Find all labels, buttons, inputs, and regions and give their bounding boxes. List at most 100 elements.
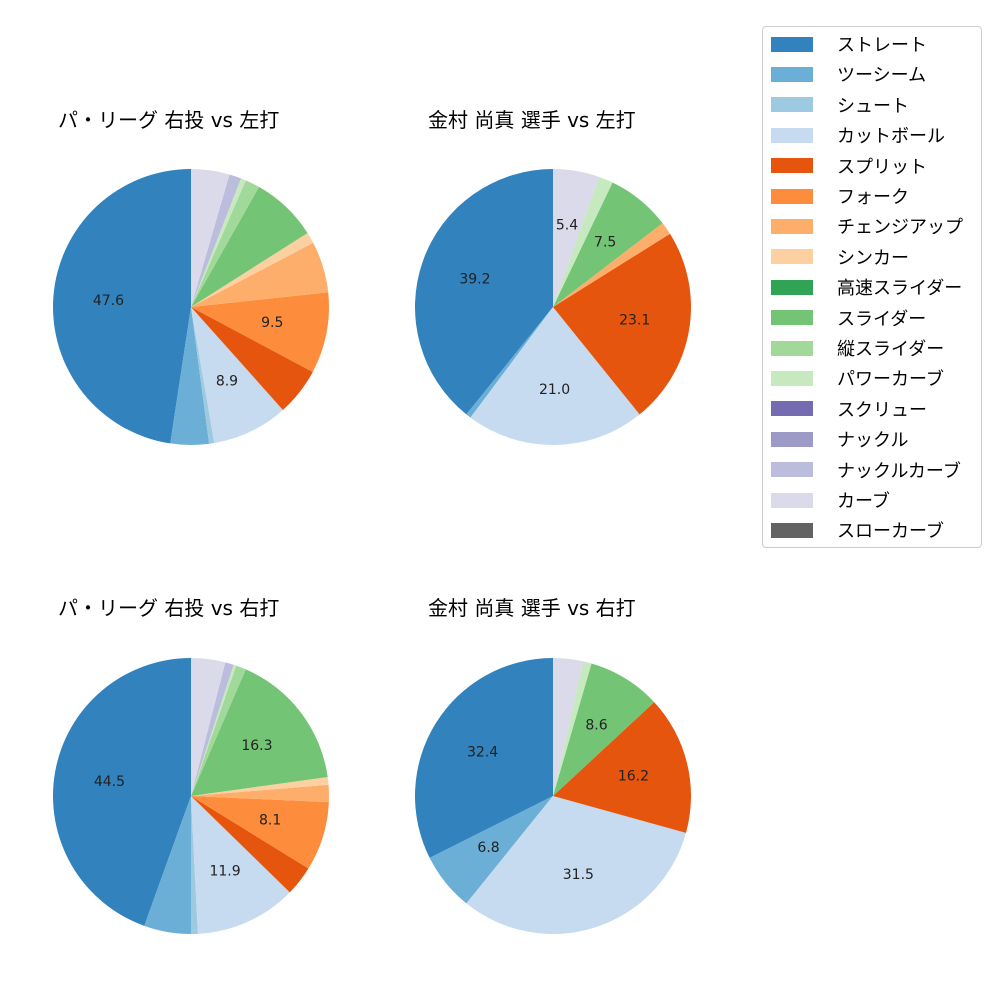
legend-label: ストレート [837,35,927,56]
legend-item: ナックルカーブ [771,459,961,482]
chart-title-player-vs-right: 金村 尚真 選手 vs 右打 [428,596,636,620]
pie-slice [191,658,226,796]
legend-label: シンカー [837,247,909,269]
pie-slice [191,664,237,796]
legend-item: シュート [771,94,909,117]
legend-swatch [771,401,813,417]
pie-slice-label: 9.5 [261,315,283,331]
legend-label: ツーシーム [837,65,927,87]
legend-label: ナックルカーブ [837,460,961,482]
pie-slice [466,307,553,418]
legend-item: ナックル [771,428,908,451]
pie-slice [466,796,686,934]
legend-swatch [771,158,813,174]
pie-slice [191,796,329,869]
legend-item: フォーク [771,185,909,208]
pie-slice [191,307,215,444]
legend-item: パワーカーブ [771,367,944,390]
pie-slice [191,662,234,796]
pie-slice-label: 6.8 [477,840,499,856]
legend-label: スローカーブ [837,521,944,543]
pie-slice [191,307,283,444]
pie-slice [415,169,553,415]
legend-item: チェンジアップ [771,215,963,239]
legend-item: スライダー [771,307,927,330]
pie-slice [191,180,259,307]
legend-item: カーブ [771,489,890,512]
pie-slice [191,307,313,410]
legend-item: スプリット [771,155,927,178]
legend-swatch [771,279,813,295]
pie-slice [191,796,198,934]
pie-slice-label: 32.4 [467,745,498,761]
legend-swatch [771,492,813,508]
pie-slice [191,796,309,893]
legend-swatch [771,340,813,356]
pie-slice-label: 39.2 [459,271,490,287]
legend-swatch [771,310,813,326]
pie-slice [191,784,329,803]
chart-title-player-vs-left: 金村 尚真 選手 vs 左打 [428,108,636,132]
pie-slice-label: 8.9 [216,374,238,390]
legend-swatch [771,97,813,113]
pie-slice [553,663,655,796]
pie-slice-label: 47.6 [93,293,124,309]
legend-item: 縦スライダー [771,337,944,360]
pie-slice [553,661,592,796]
pie-slice [191,669,328,796]
pie-slice-label: 7.5 [594,235,616,251]
legend-label: カーブ [837,491,890,512]
pie-slice [170,307,210,445]
pie-slice [191,796,290,934]
pie-slice [144,796,191,934]
pie-slice-label: 31.5 [563,867,594,883]
legend-item: ツーシーム [771,63,927,87]
pie-slice [52,658,191,926]
legend-swatch [771,249,813,265]
pie-slice [553,658,584,796]
pie-slice-label: 8.1 [259,812,281,828]
legend-swatch [771,36,813,52]
pie-slice [53,169,192,444]
pie-slice-label: 16.2 [618,768,649,784]
pie-slice [191,169,230,307]
pie-slice [191,233,314,307]
pie-slice [415,658,553,858]
pie-slice [191,242,329,307]
pie-slice-label: 5.4 [556,217,578,233]
legend-label: チェンジアップ [837,217,963,239]
pie-slice [553,702,691,833]
legend-item: シンカー [771,246,909,269]
pie-slice [553,223,670,307]
pie-slice [191,174,241,307]
legend: ストレートツーシームシュートカットボールスプリットフォークチェンジアップ シンカー… [762,26,982,548]
legend-item: カットボール [771,124,945,148]
legend-swatch [771,66,813,82]
pie-slice-label: 21.0 [539,382,570,398]
pie-slice [553,169,599,307]
pie-slice [553,176,613,307]
pie-slice [553,233,691,415]
legend-label: スクリュー [837,399,927,421]
legend-label: スライダー [837,308,927,330]
legend-label: カットボール [837,126,945,148]
legend-item: スローカーブ [771,519,944,543]
legend-label: フォーク [837,187,909,208]
pie-slice [191,292,330,372]
pie-slice [191,776,329,796]
legend-swatch [771,127,813,143]
chart-title-league-vs-right: パ・リーグ 右投 vs 右打 [58,596,280,620]
legend-item: スクリュー [771,398,927,421]
pie-slice-label: 44.5 [94,774,125,790]
pie-slice [553,182,663,307]
legend-item: 高速スライダー [771,276,962,299]
pie-slice [429,796,553,904]
legend-swatch [771,218,813,234]
legend-item: ストレート [771,33,927,56]
legend-swatch [771,431,813,447]
legend-swatch [771,370,813,386]
